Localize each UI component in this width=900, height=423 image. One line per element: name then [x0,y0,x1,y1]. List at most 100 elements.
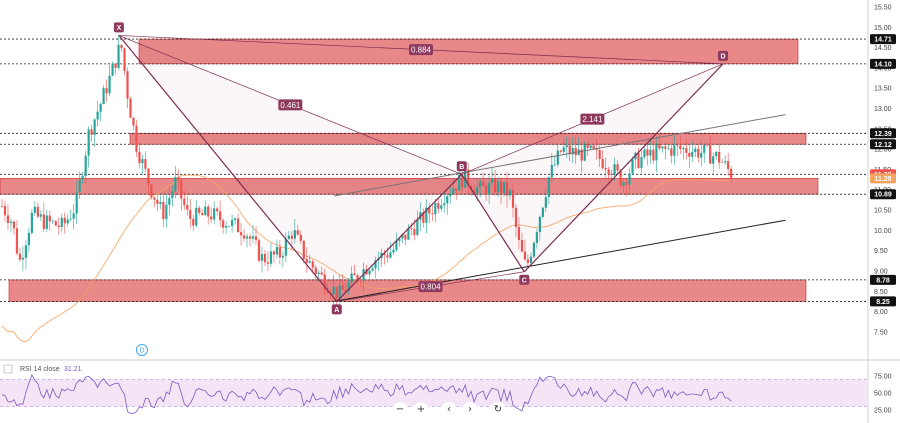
candle-body [374,260,377,269]
candle-body [135,125,138,152]
candle-body [54,221,57,226]
price-tick-label: 7.50 [874,329,888,336]
candle-body [404,234,407,240]
candle-body [625,182,628,185]
candle-body [24,245,28,258]
candle-body [33,206,36,213]
candle-body [287,235,290,239]
candle-body [350,273,353,283]
price-tick-label: 12.00 [874,147,892,154]
price-tag-box [870,189,896,200]
pattern-leg-bc [461,173,525,273]
candle-body [222,220,225,228]
price-tick-label: 14.50 [874,45,892,52]
candle-body [652,149,655,161]
candle-body [449,193,452,197]
candle-body [565,145,568,148]
price-tag-box [870,128,896,139]
price-tag-label: 8.78 [876,277,890,284]
candle-body [721,162,724,164]
candle-body [63,217,66,224]
candle-body [159,201,162,204]
candle-body [189,209,192,219]
candle-body [320,272,323,275]
candle-body [476,186,479,194]
candle-body [679,145,682,150]
candle-body [610,173,613,175]
scroll-left-button[interactable]: ‹ [441,402,457,418]
reset-chart-button[interactable]: ↻ [490,402,506,418]
candle-body [114,63,117,68]
candle-body [284,238,287,256]
candle-body [314,267,317,274]
candle-body [592,145,595,149]
price-tag-box [870,296,896,307]
candle-body [520,239,524,252]
candle-body [153,197,156,200]
candle-body [487,182,491,195]
event-marker-label: D [139,348,144,355]
candle-body [168,198,171,205]
price-tick-label: 9.00 [874,268,888,275]
candle-body [550,164,553,178]
candle-body [434,203,437,215]
candle-body [443,203,446,206]
pattern-leg-ab [336,173,463,302]
candle-body [604,167,607,170]
candle-body [323,274,326,290]
candle-body [15,228,19,254]
candle-body [401,234,404,239]
candle-body [66,219,69,224]
price-tag-box [870,34,896,45]
candle-body [177,177,180,181]
candle-body [228,225,231,227]
candle-body [21,257,25,260]
rsi-band [0,379,868,407]
price-tag-label: 14.10 [874,61,892,68]
dividend-event-icon [136,344,148,356]
rsi-title: RSI 14 close [20,366,60,373]
candle-body [233,218,237,220]
price-tag-label: 10.89 [874,192,892,199]
rsi-tick-label: 25.00 [874,408,892,415]
candle-body [484,185,488,195]
candle-body [473,190,476,194]
candle-body [75,192,78,214]
candle-body [117,44,120,68]
moving-average [1,174,732,343]
price-tick-label: 15.50 [874,5,892,12]
candle-body [386,255,389,258]
candle-body [455,188,458,191]
candle-body [132,117,135,126]
harmonic-pattern[interactable]: 0.461 0.804 2.141 0.884 X A B C D [113,22,729,315]
rsi-pane[interactable]: 75.00 50.00 25.00 RSI 14 close 31.21 [0,364,892,415]
candle-body [688,152,691,157]
candle-body [526,259,530,263]
candle-body [30,212,33,233]
point-box-b [456,161,467,172]
candle-body [186,204,189,210]
candle-body [3,206,7,216]
scroll-right-button[interactable]: › [462,402,478,418]
supply-demand-zone [8,279,807,302]
candle-body [676,145,679,146]
candle-body [661,146,664,149]
event-marker[interactable]: D [136,344,148,356]
candle-body [416,219,419,236]
candle-body [207,206,210,217]
candle-body [452,188,455,194]
zoom-out-button[interactable]: − [392,402,408,418]
candle-body [156,199,159,204]
candle-body [138,151,141,164]
point-box-d [718,50,729,61]
candle-body [496,181,500,193]
candle-body [613,164,616,175]
candle-body [607,169,610,174]
candle-body [84,155,87,176]
candle-body [126,71,129,99]
candle-body [658,144,661,149]
candle-body [245,236,249,239]
candle-body [335,286,338,300]
zoom-in-button[interactable]: + [413,402,429,418]
